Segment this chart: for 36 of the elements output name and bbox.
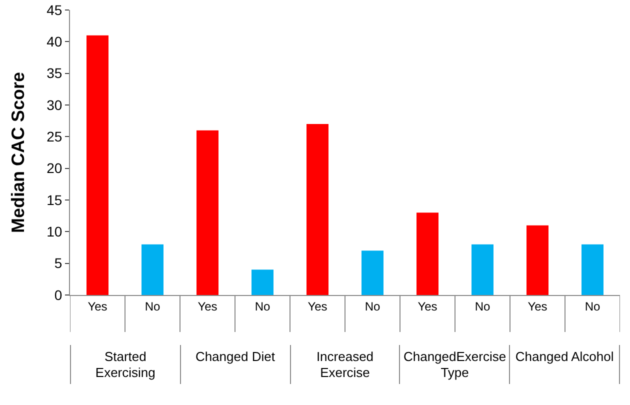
bar — [416, 212, 438, 295]
text: ChangedExercise Type — [399, 345, 510, 384]
y-tick-label: 10 — [46, 224, 62, 240]
x-tick-label: No — [474, 299, 490, 314]
bar — [582, 244, 604, 295]
y-tick-label: 15 — [46, 192, 62, 208]
x-tick-label: Yes — [88, 299, 108, 314]
x-tick-label: No — [144, 299, 160, 314]
y-tick-label: 30 — [46, 96, 62, 113]
bar — [252, 270, 274, 295]
bar — [196, 130, 218, 295]
bar — [86, 35, 108, 295]
text: Changed Alcohol — [509, 345, 620, 384]
x-tick-label: No — [364, 299, 380, 314]
y-tick-label: 35 — [46, 65, 62, 82]
bar — [142, 244, 164, 295]
y-tick-label: 40 — [46, 34, 62, 50]
text: Started Exercising — [70, 345, 180, 384]
y-tick-label: 25 — [46, 128, 62, 145]
x-tick-label: Yes — [198, 299, 218, 314]
x-tick-label: Yes — [418, 299, 438, 314]
x-tick-label: Yes — [528, 299, 548, 314]
y-axis-title: Median CAC Score — [8, 72, 28, 234]
text: Changed Diet — [180, 345, 290, 384]
bar — [306, 124, 328, 295]
bar — [362, 250, 384, 295]
x-tick-label: No — [254, 299, 270, 314]
y-tick-label: 45 — [46, 2, 62, 18]
y-tick-label: 5 — [54, 255, 62, 272]
x-tick-label: No — [584, 299, 600, 314]
bar — [526, 225, 548, 295]
y-tick-label: 20 — [46, 160, 62, 176]
bar — [472, 244, 494, 295]
y-tick-label: 0 — [54, 286, 62, 303]
x-tick-label: Yes — [308, 299, 328, 314]
text: Increased Exercise — [290, 345, 400, 384]
